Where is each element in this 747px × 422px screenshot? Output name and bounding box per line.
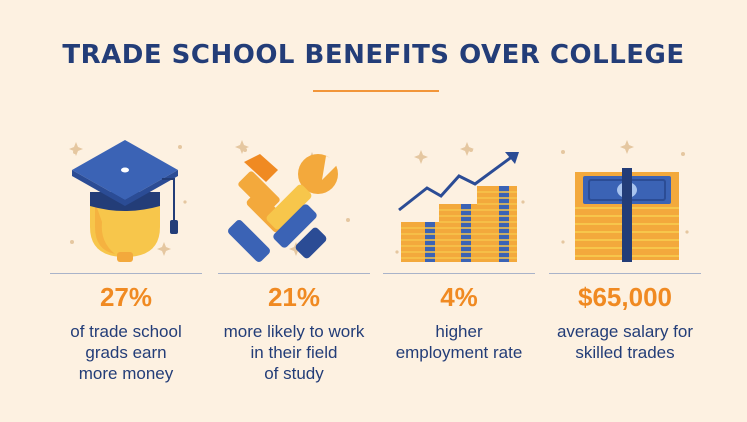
money-stack-icon	[561, 140, 689, 262]
hammer-wrench-icon	[228, 140, 350, 262]
divider	[549, 273, 701, 274]
stat-value: 21%	[267, 282, 321, 312]
graduation-cap-icon	[69, 140, 187, 262]
stat-description: average salary for skilled trades	[539, 321, 711, 363]
stat-card-grads-earn: 27% of trade school grads earn more mone…	[50, 132, 202, 402]
stat-value: $65,000	[578, 282, 672, 312]
stat-description: of trade school grads earn more money	[40, 321, 212, 384]
stat-value: 4%	[440, 282, 478, 312]
stat-card-employment-rate: 4% higher employment rate	[383, 132, 535, 402]
stat-value: 27%	[99, 282, 153, 312]
divider	[383, 273, 535, 274]
desc-line: grads earn	[85, 343, 167, 362]
growth-chart-icon	[395, 142, 525, 262]
title-underline	[313, 90, 439, 92]
page-title: TRADE SCHOOL BENEFITS OVER COLLEGE	[62, 40, 685, 70]
desc-line: of study	[264, 364, 324, 383]
stat-description: more likely to work in their field of st…	[208, 321, 380, 384]
desc-line: in their field	[250, 343, 338, 362]
desc-line: average salary for	[556, 322, 694, 341]
desc-line: skilled trades	[575, 343, 675, 362]
divider	[50, 273, 202, 274]
stat-description: higher employment rate	[373, 321, 545, 363]
desc-line: of trade school	[70, 322, 182, 341]
desc-line: higher	[435, 322, 483, 341]
divider	[218, 273, 370, 274]
stat-card-field-of-study: 21% more likely to work in their field o…	[218, 132, 370, 402]
stat-card-salary: $65,000 average salary for skilled trade…	[549, 132, 701, 402]
desc-line: more money	[78, 364, 174, 383]
desc-line: employment rate	[395, 343, 523, 362]
desc-line: more likely to work	[223, 322, 365, 341]
